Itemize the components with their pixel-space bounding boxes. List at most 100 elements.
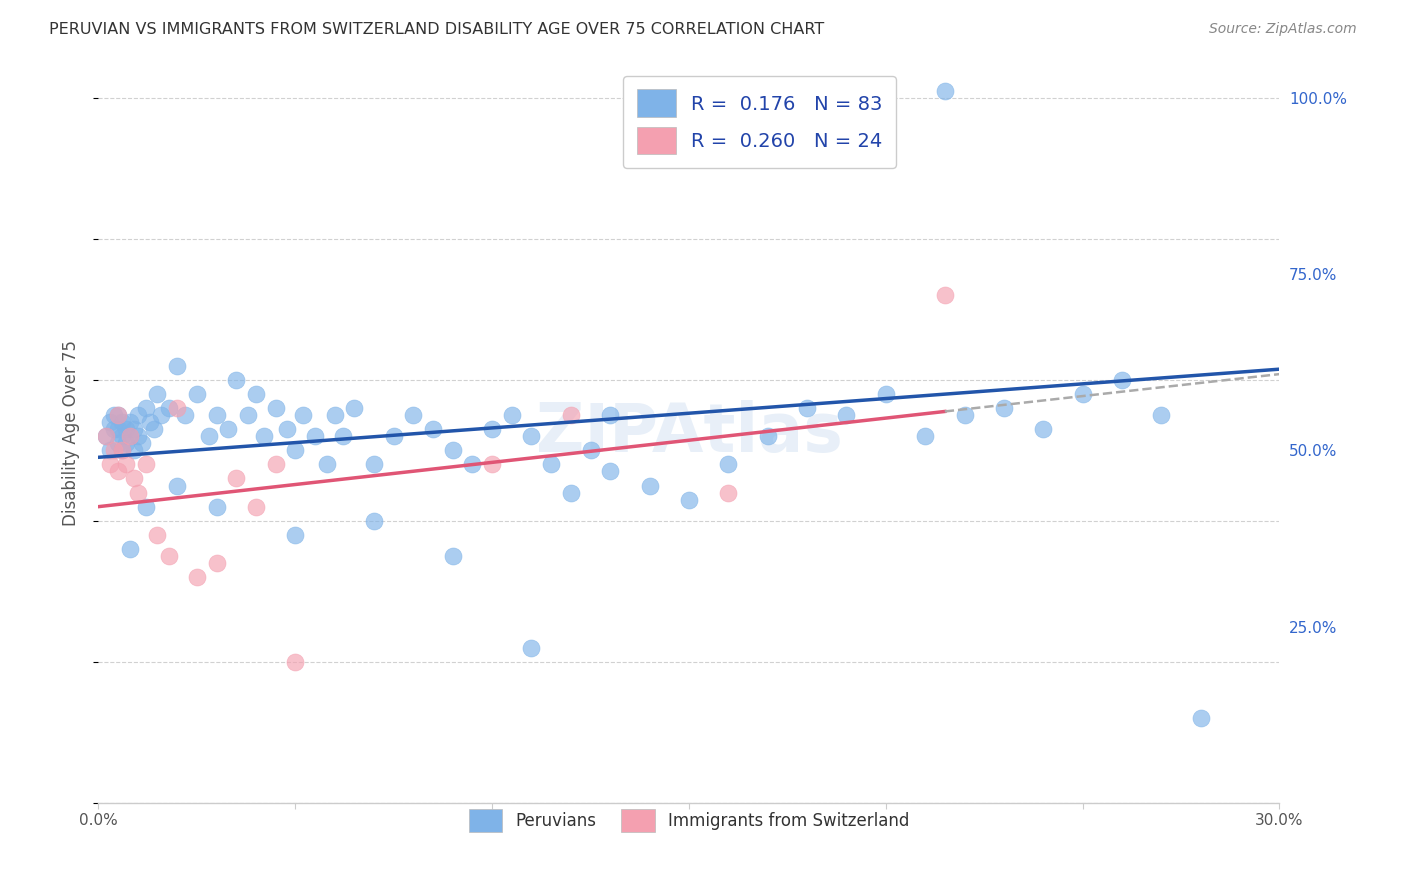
Point xyxy=(127,485,149,500)
Point xyxy=(284,443,307,458)
Point xyxy=(96,429,118,443)
Point xyxy=(560,485,582,500)
Point xyxy=(953,408,976,422)
Point xyxy=(111,443,134,458)
Text: Source: ZipAtlas.com: Source: ZipAtlas.com xyxy=(1209,22,1357,37)
Point xyxy=(146,528,169,542)
Point xyxy=(135,500,157,514)
Point xyxy=(236,408,259,422)
Point xyxy=(205,500,228,514)
Point xyxy=(481,458,503,472)
Point xyxy=(560,408,582,422)
Point xyxy=(253,429,276,443)
Point xyxy=(131,436,153,450)
Point xyxy=(276,422,298,436)
Point xyxy=(323,408,346,422)
Point xyxy=(111,429,134,443)
Point xyxy=(157,549,180,563)
Point xyxy=(138,415,160,429)
Point xyxy=(103,422,125,436)
Point xyxy=(127,429,149,443)
Point xyxy=(1111,373,1133,387)
Point xyxy=(205,556,228,570)
Point xyxy=(315,458,337,472)
Point xyxy=(914,429,936,443)
Point xyxy=(678,492,700,507)
Point xyxy=(118,415,141,429)
Point xyxy=(1071,387,1094,401)
Point xyxy=(441,443,464,458)
Point xyxy=(150,408,173,422)
Y-axis label: Disability Age Over 75: Disability Age Over 75 xyxy=(62,340,80,525)
Point xyxy=(111,415,134,429)
Point xyxy=(205,408,228,422)
Point xyxy=(264,458,287,472)
Point xyxy=(934,84,956,98)
Point xyxy=(186,387,208,401)
Legend: Peruvians, Immigrants from Switzerland: Peruvians, Immigrants from Switzerland xyxy=(463,802,915,838)
Point xyxy=(225,471,247,485)
Point xyxy=(520,429,543,443)
Point xyxy=(934,288,956,302)
Point xyxy=(599,464,621,478)
Point xyxy=(107,422,129,436)
Point xyxy=(332,429,354,443)
Point xyxy=(461,458,484,472)
Point xyxy=(98,458,121,472)
Point xyxy=(1150,408,1173,422)
Point xyxy=(103,443,125,458)
Point xyxy=(402,408,425,422)
Point xyxy=(197,429,219,443)
Point xyxy=(166,478,188,492)
Point xyxy=(107,408,129,422)
Point xyxy=(166,359,188,373)
Point xyxy=(638,478,661,492)
Point xyxy=(422,422,444,436)
Point xyxy=(157,401,180,415)
Point xyxy=(115,436,138,450)
Point xyxy=(98,443,121,458)
Point xyxy=(599,408,621,422)
Point xyxy=(875,387,897,401)
Point xyxy=(142,422,165,436)
Point xyxy=(245,387,267,401)
Text: ZIPAtlas: ZIPAtlas xyxy=(536,400,842,466)
Point xyxy=(264,401,287,415)
Point xyxy=(520,640,543,655)
Point xyxy=(717,458,740,472)
Point xyxy=(107,436,129,450)
Point xyxy=(122,443,145,458)
Point xyxy=(363,514,385,528)
Point xyxy=(135,401,157,415)
Point xyxy=(363,458,385,472)
Point xyxy=(245,500,267,514)
Point xyxy=(796,401,818,415)
Point xyxy=(284,655,307,669)
Point xyxy=(501,408,523,422)
Point xyxy=(118,429,141,443)
Point xyxy=(382,429,405,443)
Point xyxy=(98,415,121,429)
Point xyxy=(103,408,125,422)
Point xyxy=(135,458,157,472)
Point xyxy=(146,387,169,401)
Point xyxy=(481,422,503,436)
Point xyxy=(122,471,145,485)
Point xyxy=(115,422,138,436)
Point xyxy=(284,528,307,542)
Point xyxy=(579,443,602,458)
Point xyxy=(540,458,562,472)
Point xyxy=(118,429,141,443)
Point xyxy=(174,408,197,422)
Point xyxy=(111,443,134,458)
Point xyxy=(717,485,740,500)
Point xyxy=(166,401,188,415)
Point xyxy=(118,541,141,556)
Point xyxy=(756,429,779,443)
Point xyxy=(441,549,464,563)
Text: PERUVIAN VS IMMIGRANTS FROM SWITZERLAND DISABILITY AGE OVER 75 CORRELATION CHART: PERUVIAN VS IMMIGRANTS FROM SWITZERLAND … xyxy=(49,22,824,37)
Point xyxy=(1189,711,1212,725)
Point xyxy=(107,408,129,422)
Point xyxy=(835,408,858,422)
Point xyxy=(122,422,145,436)
